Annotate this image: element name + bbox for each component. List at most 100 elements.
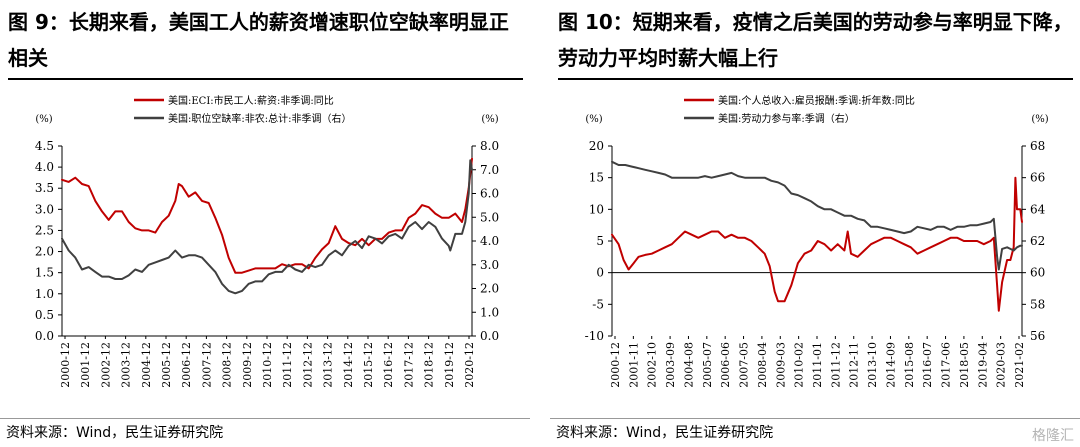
x-tick-label: 2009-12	[241, 342, 254, 388]
x-tick-label: 2002-10	[646, 342, 659, 388]
y2-tick-label: 68	[1030, 139, 1045, 153]
y-tick-label: 10	[589, 202, 604, 216]
y2-tick-label: 60	[1030, 266, 1045, 280]
x-tick-label: 2005-12	[160, 342, 173, 388]
x-tick-label: 2006-06	[719, 342, 732, 388]
x-tick-label: 2018-12	[423, 342, 436, 388]
x-tick-label: 2003-12	[120, 342, 133, 388]
x-tick-label: 2015-08	[903, 342, 916, 388]
x-tick-label: 2013-12	[322, 342, 335, 388]
x-tick-label: 2008-04	[756, 342, 769, 388]
y-tick-label: 15	[589, 171, 604, 185]
x-tick-label: 2015-12	[362, 342, 375, 388]
x-tick-label: 2016-07	[921, 342, 934, 388]
series-line-1	[611, 160, 1023, 271]
y2-tick-label: 2.0	[480, 282, 499, 296]
series-line-1	[61, 159, 473, 295]
y-tick-label: 1.5	[35, 266, 54, 280]
y2-tick-label: 66	[1030, 171, 1045, 185]
legend: 美国:ECI:市民工人:薪资:非季调:同比美国:职位空缺率:非农:总计:非季调（…	[134, 94, 351, 125]
chart-title: 图 10：短期来看，疫情之后美国的劳动参与率明显下降，劳动力平均时薪大幅上行	[558, 10, 1073, 70]
x-tick-label: 2012-12	[301, 342, 314, 388]
x-tick-label: 2019-04	[976, 342, 989, 388]
x-tick-label: 2014-09	[884, 342, 897, 388]
y2-tick-label: 56	[1030, 329, 1045, 343]
y-tick-label: 1.0	[35, 287, 54, 301]
right-axis-unit: (%)	[481, 114, 498, 125]
y-tick-label: 20	[589, 139, 604, 153]
x-tick-label: 2007-05	[738, 342, 751, 388]
x-tick-label: 2021-02	[1013, 342, 1026, 388]
y-tick-label: 4.0	[35, 160, 54, 174]
x-tick-label: 2012-11	[848, 342, 861, 388]
watermark-text: 格隆汇	[1032, 428, 1074, 444]
y-tick-label: -10	[585, 329, 604, 343]
source-divider	[0, 418, 530, 419]
y2-tick-label: 6.0	[480, 187, 499, 201]
title-divider	[8, 78, 523, 80]
x-tick-label: 2019-12	[443, 342, 456, 388]
chart-9-plot: 美国:ECI:市民工人:薪资:非季调:同比美国:职位空缺率:非农:总计:非季调（…	[35, 94, 499, 388]
y-tick-label: -5	[592, 297, 604, 311]
x-tick-label: 2010-12	[261, 342, 274, 388]
chart-title: 图 9：长期来看，美国工人的薪资增速职位空缺率明显正相关	[8, 10, 509, 70]
source-divider	[550, 418, 1080, 419]
x-tick-label: 2002-12	[99, 342, 112, 388]
legend-label-0: 美国:ECI:市民工人:薪资:非季调:同比	[168, 94, 334, 107]
y2-tick-label: 3.0	[480, 258, 499, 272]
x-tick-label: 2011-12	[829, 342, 842, 388]
source-note: 资料来源：Wind，民生证券研究院	[6, 425, 224, 441]
y-tick-label: 3.0	[35, 202, 54, 216]
y-tick-label: 2.5	[35, 223, 54, 237]
x-tick-label: 2000-12	[59, 342, 72, 388]
x-tick-label: 2004-12	[140, 342, 153, 388]
y2-tick-label: 62	[1030, 234, 1045, 248]
y2-tick-label: 4.0	[480, 234, 499, 248]
y2-tick-label: 8.0	[480, 139, 499, 153]
y2-tick-label: 5.0	[480, 210, 499, 224]
x-tick-label: 2000-12	[609, 342, 622, 388]
x-tick-label: 2006-12	[180, 342, 193, 388]
y-tick-label: 5	[596, 234, 604, 248]
x-tick-label: 2009-03	[774, 342, 787, 388]
x-tick-label: 2001-12	[79, 342, 92, 388]
y2-tick-label: 58	[1030, 297, 1045, 311]
y2-tick-label: 64	[1030, 202, 1046, 216]
legend-label-1: 美国:劳动力参与率:季调（右）	[718, 112, 855, 125]
left-axis-unit: (%)	[35, 114, 52, 125]
legend-label-1: 美国:职位空缺率:非农:总计:非季调（右）	[168, 112, 351, 125]
series-line-0	[611, 176, 1023, 312]
x-tick-label: 2020-12	[463, 342, 476, 388]
series-line-0	[61, 157, 473, 274]
x-tick-label: 2005-07	[701, 342, 714, 388]
x-tick-label: 2014-12	[342, 342, 355, 388]
x-tick-label: 2010-02	[793, 342, 806, 388]
x-tick-label: 2020-03	[995, 342, 1008, 388]
x-tick-label: 2003-09	[664, 342, 677, 388]
x-tick-label: 2016-12	[382, 342, 395, 388]
y-tick-label: 0.5	[35, 308, 54, 322]
x-tick-label: 2011-01	[811, 342, 824, 388]
y2-tick-label: 7.0	[480, 163, 499, 177]
x-tick-label: 2018-05	[958, 342, 971, 388]
x-tick-label: 2013-10	[866, 342, 879, 388]
x-tick-label: 2017-06	[940, 342, 953, 388]
x-tick-label: 2007-12	[200, 342, 213, 388]
x-tick-label: 2011-12	[281, 342, 294, 388]
title-divider	[558, 78, 1073, 80]
x-tick-label: 2017-12	[402, 342, 415, 388]
x-tick-label: 2001-11	[627, 342, 640, 388]
y-tick-label: 4.5	[35, 139, 54, 153]
y-tick-label: 0	[596, 266, 604, 280]
left-axis-unit: (%)	[585, 114, 602, 125]
y-tick-label: 2.0	[35, 245, 54, 259]
source-note: 资料来源：Wind，民生证券研究院	[556, 425, 774, 441]
x-tick-label: 2008-12	[221, 342, 234, 388]
right-axis-unit: (%)	[1031, 114, 1048, 125]
figure-9-panel: 图 9：长期来看，美国工人的薪资增速职位空缺率明显正相关 美国:ECI:市民工人…	[0, 0, 530, 447]
y-tick-label: 3.5	[35, 181, 54, 195]
figure-10-panel: 图 10：短期来看，疫情之后美国的劳动参与率明显下降，劳动力平均时薪大幅上行 美…	[550, 0, 1080, 447]
y-tick-label: 0.0	[35, 329, 54, 343]
x-tick-label: 2004-08	[682, 342, 695, 388]
